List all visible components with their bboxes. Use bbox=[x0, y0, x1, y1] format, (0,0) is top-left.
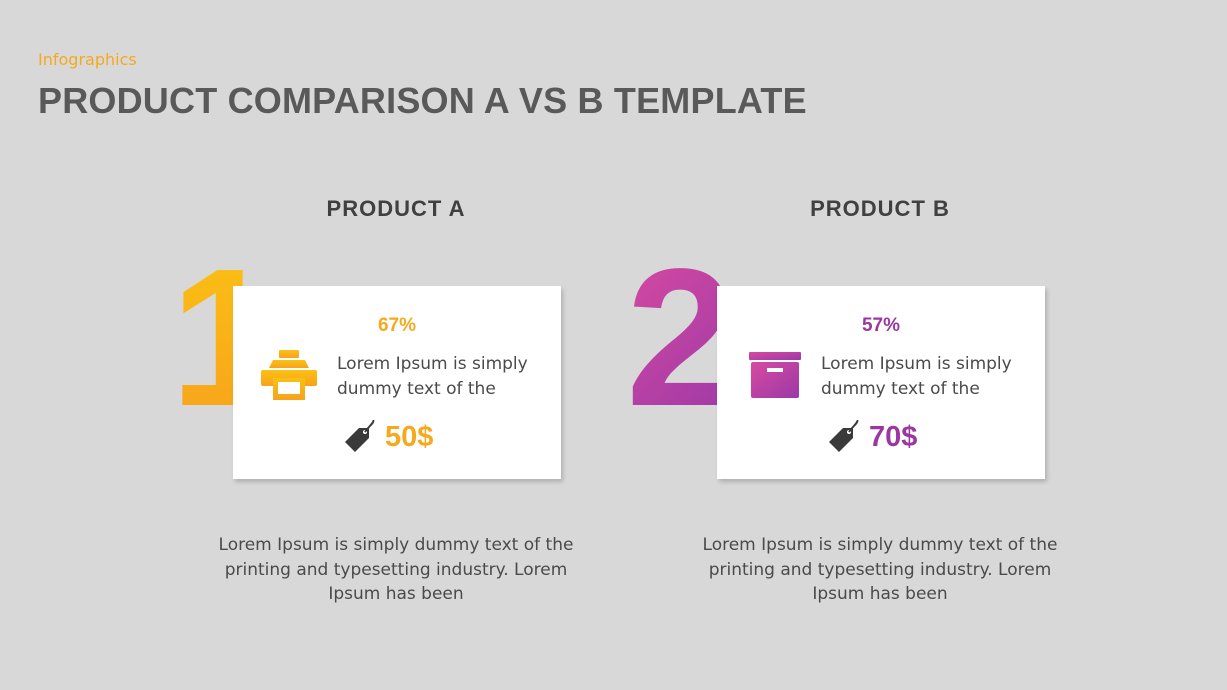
product-a-card-text: Lorem Ipsum is simply dummy text of the bbox=[337, 354, 528, 399]
product-a-heading: PRODUCT A bbox=[326, 196, 466, 221]
product-a-percent: 67% bbox=[377, 315, 417, 336]
slide-title: PRODUCT COMPARISON A VS B TEMPLATE bbox=[38, 80, 807, 121]
slide-kicker: Infographics bbox=[38, 50, 137, 69]
product-b-card-text: Lorem Ipsum is simply dummy text of the bbox=[821, 354, 1012, 399]
product-b-description: Lorem Ipsum is simply dummy text of the … bbox=[702, 535, 1058, 604]
product-b-number: 2 bbox=[626, 228, 736, 447]
product-b-percent: 57% bbox=[861, 315, 901, 336]
archive-box-icon bbox=[745, 348, 801, 402]
product-b-card: 57% Lorem Ipsum is simply dummy text of … bbox=[717, 286, 1045, 479]
price-tag-icon bbox=[343, 419, 379, 456]
product-a-price: 50$ bbox=[385, 421, 434, 453]
printer-icon bbox=[261, 348, 317, 402]
product-b-price: 70$ bbox=[869, 421, 918, 453]
price-tag-icon bbox=[827, 419, 863, 456]
product-a-description: Lorem Ipsum is simply dummy text of the … bbox=[218, 535, 574, 604]
product-a-card: 67% Lorem Ipsum is simply dummy text of … bbox=[233, 286, 561, 479]
product-b-heading: PRODUCT B bbox=[810, 196, 950, 221]
